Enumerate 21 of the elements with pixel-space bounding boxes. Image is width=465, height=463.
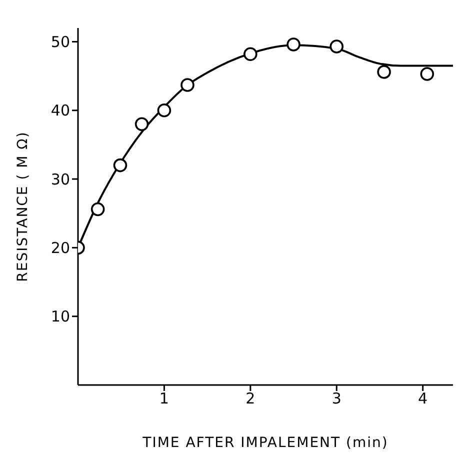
point [157,103,172,118]
point [113,158,128,172]
x-tick-label: 1 [159,390,169,408]
y-tick-label: 30 [50,170,70,188]
point [420,67,434,81]
point [90,202,105,216]
point [180,78,194,92]
x-tick-label: 2 [246,390,256,408]
y-tick-label: 20 [50,239,70,258]
point [286,38,300,52]
y-axis-title: RESISTANCE ( M Ω) [14,131,31,282]
y-tick-label: 50 [50,33,70,52]
x-tick-label: 4 [418,390,428,408]
x-axis-title: TIME AFTER IMPALEMENT (min) [142,434,388,451]
point [330,40,344,54]
point [244,47,258,61]
point [377,65,391,79]
y-tick-label: 10 [50,308,70,326]
point [134,117,149,132]
x-tick-label: 3 [332,390,342,408]
y-tick-label: 40 [50,102,70,120]
